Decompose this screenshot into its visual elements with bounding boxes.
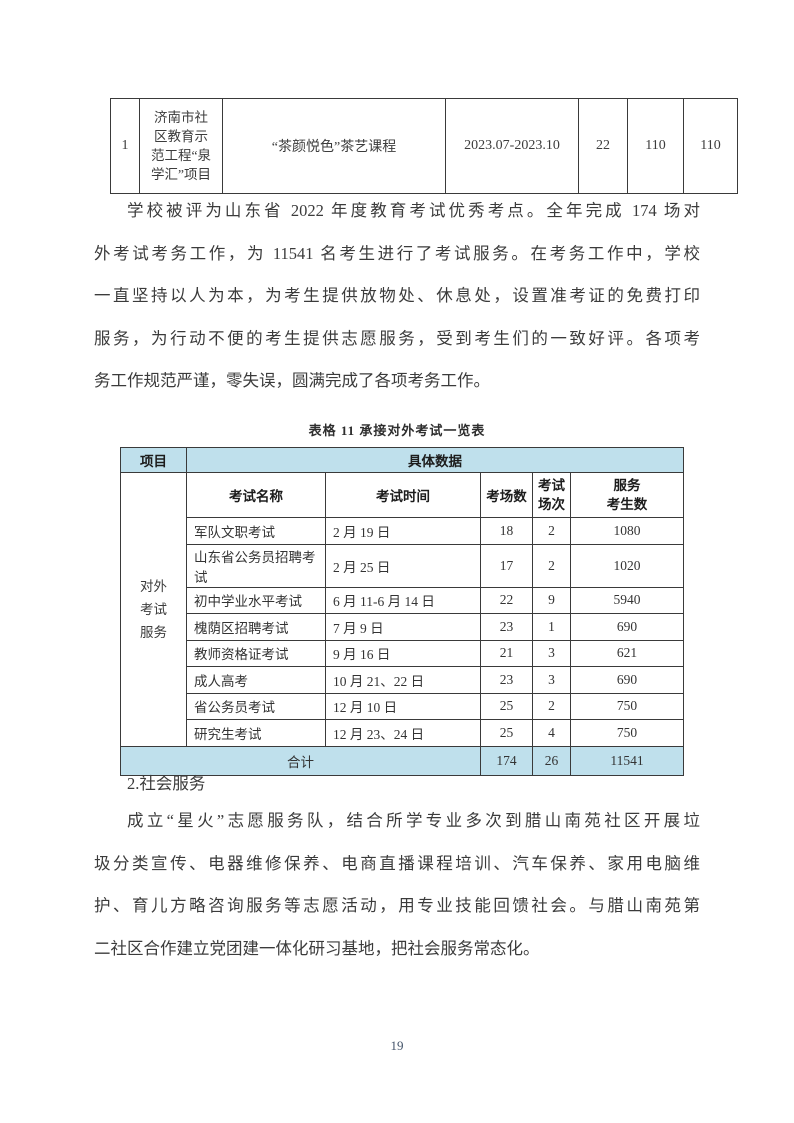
exam-row: 教师资格证考试 9 月 16 日 21 3 621 <box>121 639 685 667</box>
session-count-cell: 9 <box>532 586 571 614</box>
exam-name-cell: 初中学业水平考试 <box>186 586 326 614</box>
student-count-cell: 690 <box>569 666 685 694</box>
project-name-cell: 济南市社区教育示范工程“泉学汇”项目 <box>139 98 223 194</box>
exam-time-cell: 12 月 10 日 <box>325 692 481 720</box>
exam-name-cell: 山东省公务员招聘考试 <box>186 543 326 588</box>
student-count-cell: 5940 <box>569 586 685 614</box>
student-count-cell: 690 <box>569 613 685 641</box>
student-count-cell: 750 <box>569 719 685 747</box>
course-name-cell: “茶颜悦色”茶艺课程 <box>222 98 446 194</box>
session-count-cell: 2 <box>532 692 571 720</box>
header-project: 项目 <box>120 447 187 473</box>
header-student-line: 考生数 <box>606 497 648 512</box>
session-count-cell: 2 <box>532 543 571 588</box>
room-count-cell: 22 <box>480 586 533 614</box>
section-heading-social-service: 2.社会服务 <box>127 774 206 793</box>
course-period-cell: 2023.07-2023.10 <box>445 98 579 194</box>
room-count-cell: 18 <box>480 517 533 545</box>
header-session-line: 场次 <box>538 497 565 512</box>
paragraph-line: 成立“星火”志愿服务队，结合所学专业多次到腊山南苑社区开展垃 <box>127 811 700 830</box>
student-count-cell: 1020 <box>569 543 685 588</box>
paragraph-line: 务工作规范严谨，零失误，圆满完成了各项考务工作。 <box>94 371 490 390</box>
external-exam-table: 项目 具体数据 对外 考试 服务 考试名称 考试时间 考场数 考试 场次 服务 <box>120 447 685 776</box>
student-count-cell: 1080 <box>569 517 685 545</box>
session-count-cell: 1 <box>532 613 571 641</box>
exam-row: 省公务员考试 12 月 10 日 25 2 750 <box>121 692 685 720</box>
exam-service-paragraph: 学校被评为山东省 2022 年度教育考试优秀考点。全年完成 174 场对 外考试… <box>94 190 700 403</box>
header-room-count: 考场数 <box>480 472 533 518</box>
exam-row: 成人高考 10 月 21、22 日 23 3 690 <box>121 666 685 694</box>
exam-time-cell: 6 月 11-6 月 14 日 <box>325 586 481 614</box>
exam-name-cell: 成人高考 <box>186 666 326 694</box>
room-count-cell: 21 <box>480 639 533 667</box>
header-exam-time: 考试时间 <box>325 472 481 518</box>
exam-time-cell: 12 月 23、24 日 <box>325 719 481 747</box>
student-count-cell: 621 <box>569 639 685 667</box>
paragraph-line: 学校被评为山东省 2022 年度教育考试优秀考点。全年完成 174 场对 <box>127 201 700 220</box>
room-count-cell: 23 <box>480 613 533 641</box>
session-count-cell: 2 <box>532 517 571 545</box>
course-count-cell-2: 110 <box>683 98 738 194</box>
exam-time-cell: 7 月 9 日 <box>325 613 481 641</box>
total-label-cell: 合计 <box>120 745 481 776</box>
exam-name-cell: 槐荫区招聘考试 <box>186 613 326 641</box>
group-label-line: 考试 <box>140 601 167 617</box>
table-caption: 表格 11 承接对外考试一览表 <box>308 423 486 438</box>
exam-row: 初中学业水平考试 6 月 11-6 月 14 日 22 9 5940 <box>121 586 685 614</box>
exam-name-cell: 研究生考试 <box>186 719 326 747</box>
exam-name-cell: 省公务员考试 <box>186 692 326 720</box>
exam-row: 槐荫区招聘考试 7 月 9 日 23 1 690 <box>121 613 685 641</box>
group-label-cell: 对外 考试 服务 <box>120 472 187 747</box>
total-students-cell: 11541 <box>569 745 685 776</box>
header-exam-name: 考试名称 <box>186 472 326 518</box>
session-count-cell: 3 <box>532 639 571 667</box>
paragraph-line: 圾分类宣传、电器维修保养、电商直播课程培训、汽车保养、家用电脑维 <box>94 853 700 873</box>
table-header-row-2: 对外 考试 服务 考试名称 考试时间 考场数 考试 场次 服务 考生数 <box>120 472 685 747</box>
total-sessions-cell: 26 <box>532 745 571 776</box>
room-count-cell: 23 <box>480 666 533 694</box>
header-session-count: 考试 场次 <box>532 472 571 518</box>
student-count-cell: 750 <box>569 692 685 720</box>
total-row: 合计 174 26 11541 <box>120 745 685 776</box>
paragraph-line: 外考试考务工作，为 11541 名考生进行了考试服务。在考务工作中，学校 <box>94 243 700 263</box>
paragraph-line: 服务，为行动不便的考生提供志愿服务，受到考生们的一致好评。各项考 <box>94 328 700 348</box>
community-course-table: 1 济南市社区教育示范工程“泉学汇”项目 “茶颜悦色”茶艺课程 2023.07-… <box>110 98 738 194</box>
header-data: 具体数据 <box>185 447 685 473</box>
page-number: 19 <box>390 1038 404 1053</box>
header-student-count: 服务 考生数 <box>569 472 685 518</box>
exam-time-cell: 2 月 19 日 <box>325 517 481 545</box>
exam-row: 研究生考试 12 月 23、24 日 25 4 750 <box>121 719 685 747</box>
header-session-line: 考试 <box>538 478 565 493</box>
header-student-line: 服务 <box>613 478 641 493</box>
exam-time-cell: 9 月 16 日 <box>325 639 481 667</box>
session-count-cell: 3 <box>532 666 571 694</box>
session-count-cell: 4 <box>532 719 571 747</box>
paragraph-line: 一直坚持以人为本，为考生提供放物处、休息处，设置准考证的免费打印 <box>94 286 700 305</box>
room-count-cell: 25 <box>480 719 533 747</box>
exam-name-cell: 教师资格证考试 <box>186 639 326 667</box>
group-label-line: 服务 <box>140 624 167 640</box>
paragraph-line: 二社区合作建立党团建一体化研习基地，把社会服务常态化。 <box>94 938 540 958</box>
exam-row: 山东省公务员招聘考试 2 月 25 日 17 2 1020 <box>121 543 685 588</box>
table-row: 1 济南市社区教育示范工程“泉学汇”项目 “茶颜悦色”茶艺课程 2023.07-… <box>110 98 738 194</box>
exam-name-cell: 军队文职考试 <box>186 517 326 545</box>
social-service-paragraph: 成立“星火”志愿服务队，结合所学专业多次到腊山南苑社区开展垃 圾分类宣传、电器维… <box>94 800 700 970</box>
exam-row: 军队文职考试 2 月 19 日 18 2 1080 <box>121 517 685 545</box>
room-count-cell: 25 <box>480 692 533 720</box>
paragraph-line: 护、育儿方略咨询服务等志愿活动，用专业技能回馈社会。与腊山南苑第 <box>94 896 700 915</box>
room-count-cell: 17 <box>480 543 533 588</box>
course-count-cell: 110 <box>627 98 684 194</box>
group-label-line: 对外 <box>140 578 167 594</box>
exam-time-cell: 10 月 21、22 日 <box>325 666 481 694</box>
exam-time-cell: 2 月 25 日 <box>325 543 481 588</box>
course-sessions-cell: 22 <box>578 98 628 194</box>
row-index-cell: 1 <box>110 98 140 194</box>
table-header-row-1: 项目 具体数据 <box>120 447 685 473</box>
